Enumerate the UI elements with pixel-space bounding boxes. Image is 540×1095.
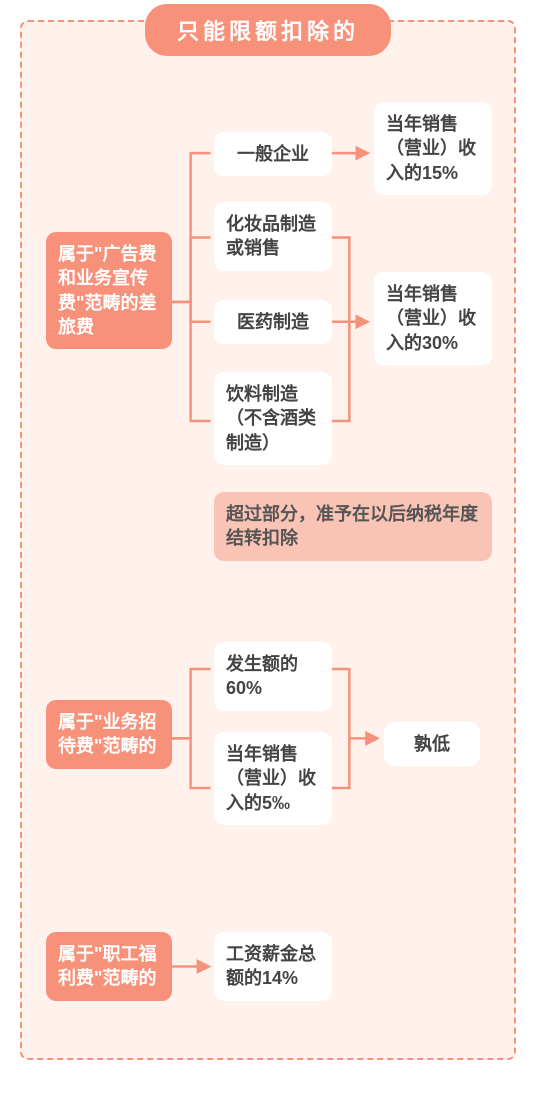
s2-leaf-lower: 孰低 (384, 722, 480, 766)
s2-root: 属于"业务招待费"范畴的 (46, 700, 172, 769)
s1-mid-general: 一般企业 (214, 132, 332, 176)
s1-leaf-15: 当年销售（营业）收入的15% (374, 102, 492, 195)
s1-note: 超过部分，准予在以后纳税年度结转扣除 (214, 492, 492, 561)
s1-root: 属于"广告费和业务宣传费"范畴的差旅费 (46, 232, 172, 349)
s1-mid-pharma: 医药制造 (214, 300, 332, 344)
s2-mid-60: 发生额的60% (214, 642, 332, 711)
s3-leaf-14: 工资薪金总额的14% (214, 932, 332, 1001)
s3-root: 属于"职工福利费"范畴的 (46, 932, 172, 1001)
header-banner: 只能限额扣除的 (145, 4, 391, 56)
header-title: 只能限额扣除的 (177, 19, 359, 44)
s2-mid-5permille: 当年销售（营业）收入的5‰ (214, 732, 332, 825)
s1-mid-cosmetics: 化妆品制造或销售 (214, 202, 332, 271)
s1-mid-beverage: 饮料制造（不含酒类制造） (214, 372, 332, 465)
diagram-container: 只能限额扣除的 (20, 20, 516, 1060)
s1-leaf-30: 当年销售（营业）收入的30% (374, 272, 492, 365)
